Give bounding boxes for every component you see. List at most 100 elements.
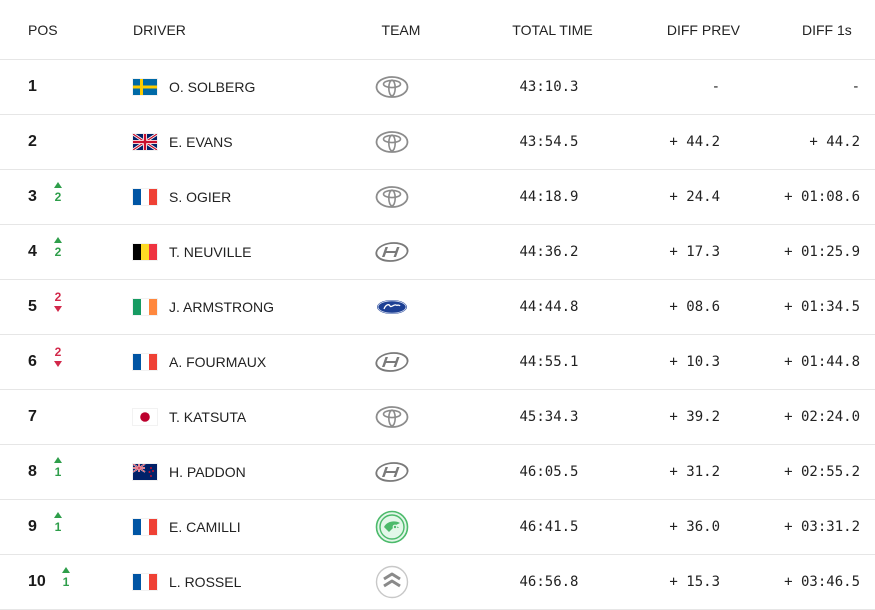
belgium-flag-icon <box>133 244 157 260</box>
diff-first: - <box>851 79 860 95</box>
diff-first: + 03:31.2 <box>784 519 860 535</box>
arrow-up-icon <box>54 512 62 518</box>
citroen-logo-icon <box>375 565 409 599</box>
position-change: 1 <box>54 520 62 534</box>
diff-prev: + 44.2 <box>669 134 720 150</box>
position-number: 6 <box>28 353 37 370</box>
driver-cell: T. KATSUTA <box>133 409 246 425</box>
position-change: 1 <box>62 575 70 589</box>
table-row[interactable]: 6 2 A. FOURMAUX 44:55.1 + 10.3 + 01:44.8 <box>0 335 875 390</box>
toyota-logo-icon <box>375 185 409 209</box>
position-number: 9 <box>28 518 37 535</box>
position-number: 5 <box>28 298 37 315</box>
position-number: 4 <box>28 243 37 260</box>
total-time: 44:36.2 <box>519 244 579 260</box>
position-change: 2 <box>54 245 62 259</box>
driver-cell: H. PADDON <box>133 464 246 480</box>
position-cell: 9 1 <box>28 512 62 536</box>
position-change: 2 <box>54 345 62 359</box>
driver-cell: L. ROSSEL <box>133 574 241 590</box>
diff-prev: + 31.2 <box>669 464 720 480</box>
diff-first: + 44.2 <box>809 134 860 150</box>
total-time: 43:54.5 <box>519 134 579 150</box>
driver-cell: S. OGIER <box>133 189 231 205</box>
header-pos: POS <box>28 21 58 38</box>
driver-name[interactable]: H. PADDON <box>169 464 246 480</box>
ireland-flag-icon <box>133 299 157 315</box>
driver-name[interactable]: E. CAMILLI <box>169 519 241 535</box>
diff-first: + 01:25.9 <box>784 244 860 260</box>
driver-name[interactable]: J. ARMSTRONG <box>169 299 275 315</box>
total-time: 46:56.8 <box>519 574 579 590</box>
position-up-indicator: 1 <box>60 567 72 589</box>
table-row[interactable]: 2 E. EVANS 43:54.5 + 44.2 + 44.2 <box>0 115 875 170</box>
position-number: 8 <box>28 463 37 480</box>
total-time: 44:55.1 <box>519 354 579 370</box>
new-zealand-flag-icon <box>133 464 157 480</box>
position-change: 2 <box>54 190 62 204</box>
position-cell: 6 2 <box>28 345 62 371</box>
skoda-logo-icon <box>375 510 409 544</box>
diff-prev: + 17.3 <box>669 244 720 260</box>
position-number: 7 <box>28 408 37 425</box>
arrow-down-icon <box>54 361 62 367</box>
position-up-indicator: 2 <box>52 182 64 204</box>
header-diff-first: DIFF 1s <box>802 21 852 38</box>
driver-cell: T. NEUVILLE <box>133 244 251 260</box>
diff-prev: + 10.3 <box>669 354 720 370</box>
diff-first: + 02:55.2 <box>784 464 860 480</box>
position-cell: 1 <box>28 78 42 96</box>
driver-name[interactable]: T. NEUVILLE <box>169 244 252 260</box>
table-row[interactable]: 4 2 T. NEUVILLE 44:36.2 + 17.3 + 01:25.9 <box>0 225 875 280</box>
driver-name[interactable]: E. EVANS <box>169 134 233 150</box>
driver-name[interactable]: O. SOLBERG <box>169 79 256 95</box>
position-number: 3 <box>28 188 37 205</box>
position-up-indicator: 1 <box>52 512 64 534</box>
sweden-flag-icon <box>133 79 157 95</box>
driver-name[interactable]: S. OGIER <box>169 189 232 205</box>
diff-first: + 01:34.5 <box>784 299 860 315</box>
driver-cell: J. ARMSTRONG <box>133 299 274 315</box>
france-flag-icon <box>133 189 157 205</box>
driver-cell: A. FOURMAUX <box>133 354 266 370</box>
table-row[interactable]: 8 1 H. PADDON 46:05.5 + 31.2 + 02:55.2 <box>0 445 875 500</box>
diff-first: + 02:24.0 <box>784 409 860 425</box>
arrow-up-icon <box>54 237 62 243</box>
table-row[interactable]: 7 T. KATSUTA 45:34.3 + 39.2 + 02:24.0 <box>0 390 875 445</box>
position-change: 1 <box>54 465 62 479</box>
total-time: 45:34.3 <box>519 409 579 425</box>
driver-name[interactable]: A. FOURMAUX <box>169 354 267 370</box>
position-cell: 10 1 <box>28 567 70 591</box>
total-time: 44:44.8 <box>519 299 579 315</box>
diff-prev: + 36.0 <box>669 519 720 535</box>
toyota-logo-icon <box>375 130 409 154</box>
position-cell: 2 <box>28 133 42 151</box>
table-row[interactable]: 9 1 E. CAMILLI 46:41.5 + 36.0 + 03:31.2 <box>0 500 875 555</box>
position-cell: 3 2 <box>28 182 62 206</box>
position-up-indicator: 1 <box>52 457 64 479</box>
diff-prev: + 24.4 <box>669 189 720 205</box>
table-body: 1 O. SOLBERG 43:10.3 - - 2 E. EVANS 43:5… <box>0 60 875 610</box>
arrow-up-icon <box>62 567 70 573</box>
diff-prev: - <box>711 79 720 95</box>
diff-first: + 01:08.6 <box>784 189 860 205</box>
position-cell: 5 2 <box>28 290 62 316</box>
diff-first: + 03:46.5 <box>784 574 860 590</box>
table-row[interactable]: 5 2 J. ARMSTRONG 44:44.8 + 08.6 + 01:34.… <box>0 280 875 335</box>
total-time: 46:41.5 <box>519 519 579 535</box>
table-row[interactable]: 1 O. SOLBERG 43:10.3 - - <box>0 60 875 115</box>
driver-name[interactable]: L. ROSSEL <box>169 574 242 590</box>
japan-flag-icon <box>133 409 157 425</box>
table-row[interactable]: 3 2 S. OGIER 44:18.9 + 24.4 + 01:08.6 <box>0 170 875 225</box>
position-number: 10 <box>28 573 46 590</box>
position-cell: 7 <box>28 408 42 426</box>
driver-cell: O. SOLBERG <box>133 79 255 95</box>
header-total-time: TOTAL TIME <box>512 21 593 38</box>
toyota-logo-icon <box>375 75 409 99</box>
position-cell: 4 2 <box>28 237 62 261</box>
table-row[interactable]: 10 1 L. ROSSEL 46:56.8 + 15.3 + 03:46.5 <box>0 555 875 610</box>
driver-name[interactable]: T. KATSUTA <box>169 409 247 425</box>
driver-cell: E. CAMILLI <box>133 519 241 535</box>
ford-logo-icon <box>375 295 409 319</box>
